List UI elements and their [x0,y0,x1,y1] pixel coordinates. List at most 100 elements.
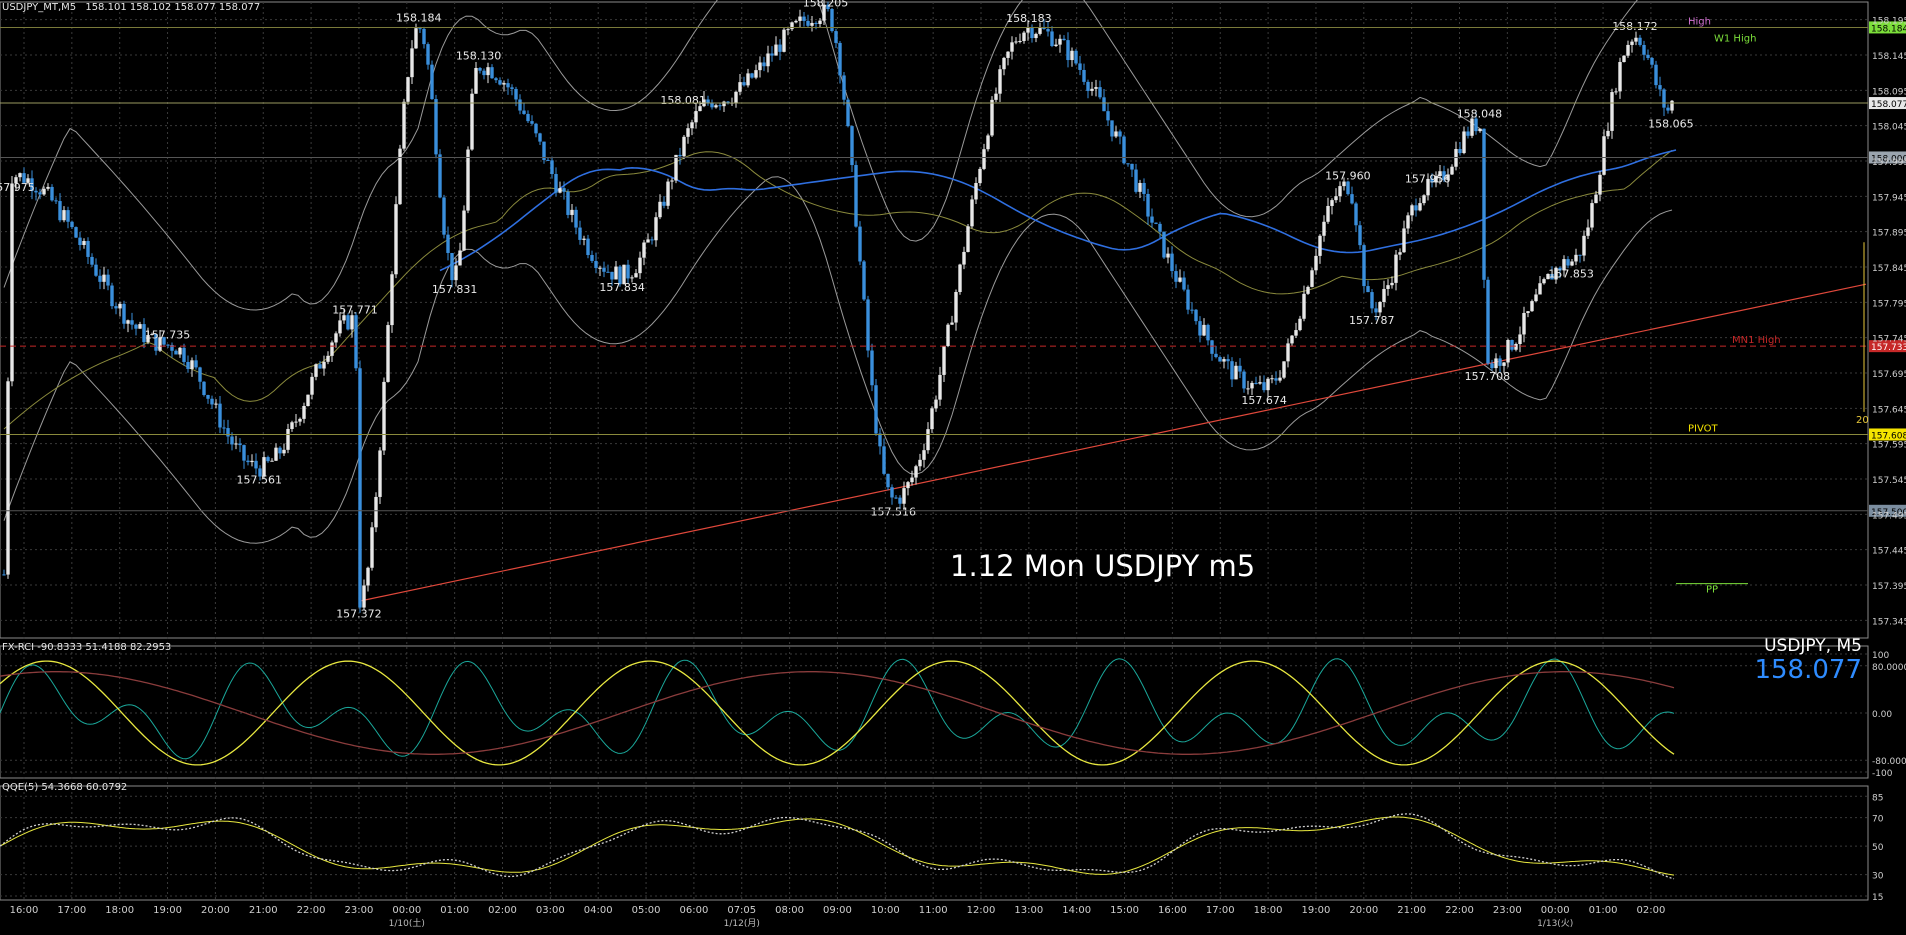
candle [1090,88,1094,91]
candle [522,110,526,114]
candle [486,67,490,76]
candle [874,385,878,434]
panel-frame [0,1,1869,639]
candle [130,320,134,325]
candle [766,53,770,67]
candle [550,160,554,175]
main-overlays [3,0,1867,602]
candle [1498,358,1502,366]
time-tick: 20:00 [201,905,230,916]
price-tick: 157.345 [1872,617,1906,627]
candle [802,16,806,21]
time-tick: 23:00 [1493,905,1522,916]
candle [1342,181,1346,187]
candle [922,450,926,460]
candle [1562,259,1566,271]
candle [1274,378,1278,381]
candle [354,315,358,369]
candle [594,260,598,268]
candle [622,264,626,285]
candle [398,148,402,205]
price-tick: 157.745 [1872,335,1906,345]
candle [394,204,398,275]
candle [866,299,870,351]
candle [1638,37,1642,45]
peak-labels: 157.735 157.561 157.771 157.372 158.184 158.1… [0,0,1694,620]
candle [1270,378,1274,380]
candle [158,337,162,351]
candle [410,48,414,78]
candle [310,376,314,395]
candle [1530,301,1534,312]
candle [1394,254,1398,283]
candle [1514,344,1518,350]
candle [1434,176,1438,183]
candle [370,527,374,568]
candle [710,102,714,108]
candle [86,241,90,257]
peak-label: 157.975 [0,181,35,194]
candle [238,443,242,446]
ohlc-readout: 158.101 158.102 158.077 158.077 [85,2,261,13]
candle [834,31,838,43]
peak-label: 157.516 [871,505,917,518]
candle [1026,27,1030,33]
candle [1150,216,1154,223]
trendline [358,283,1867,602]
candle [1402,228,1406,253]
candle [1486,279,1490,364]
candle [714,105,718,108]
candle [1522,313,1526,335]
candle [1334,196,1338,201]
candle [1462,131,1466,154]
candle [126,320,130,324]
time-tick: 10:00 [871,905,900,916]
candle [1570,261,1574,266]
candle [958,264,962,292]
candle [422,28,426,45]
candle [510,87,514,89]
candle [246,460,250,463]
candle [842,75,846,100]
candle [386,325,390,382]
candle [610,271,614,280]
candle [558,188,562,193]
candle [530,121,534,124]
candle [166,344,170,346]
candle [270,460,274,462]
candle [938,374,942,400]
candle [1266,378,1270,391]
candle [98,275,102,282]
candle [1574,254,1578,262]
candle [1278,377,1282,381]
time-tick: 22:00 [297,905,326,916]
candle [782,29,786,52]
candle [1494,358,1498,369]
time-tick: 13:00 [1014,905,1043,916]
candle [1594,194,1598,204]
candle [722,101,726,107]
candle [30,178,34,191]
chart-annotation: 1.12 Mon USDJPY m5 [950,549,1255,583]
candle [1490,363,1494,369]
candle [10,183,14,382]
candle [1178,277,1182,282]
axis-price-tag [1869,428,1906,441]
candle [1258,382,1262,384]
candle [726,101,730,104]
candle [58,201,62,221]
candle [1474,118,1478,132]
candle [1030,27,1034,39]
candle [206,394,210,399]
candle [570,209,574,215]
sub-axis-tick: 80.0000 [1872,663,1906,673]
candle [1622,55,1626,63]
candle [1134,169,1138,192]
candle [1566,259,1570,266]
time-tick: 21:00 [249,905,278,916]
candle [994,93,998,100]
candle [178,347,182,355]
peak-label: 157.956 [1405,173,1451,186]
candle [498,80,502,85]
